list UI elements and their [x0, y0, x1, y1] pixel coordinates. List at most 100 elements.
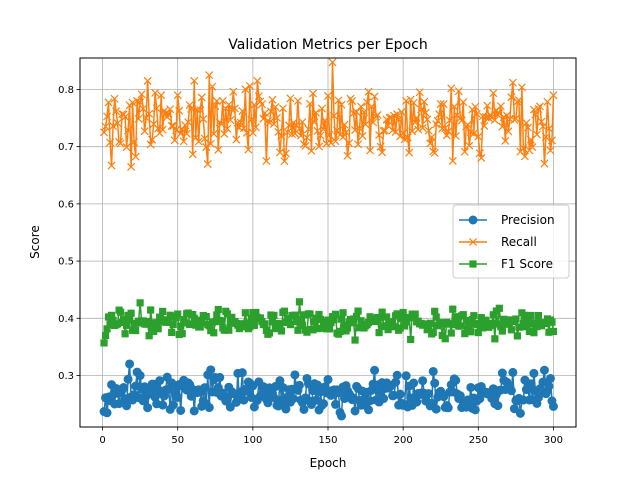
x-tick-label: 0 [99, 435, 105, 446]
recall-point [420, 97, 429, 106]
recall-point [251, 123, 260, 132]
recall-point [199, 114, 208, 124]
recall-point [537, 117, 546, 126]
recall-point [471, 102, 480, 111]
recall-point [124, 126, 133, 135]
recall-point [448, 156, 457, 166]
f1-score-point [100, 339, 108, 347]
precision-point [493, 401, 503, 411]
recall-point [170, 136, 179, 145]
x-tick-label: 200 [394, 435, 413, 446]
f1-score-point [156, 313, 164, 321]
recall-point [242, 128, 251, 137]
f1-score-point [426, 319, 434, 327]
f1-score-point [351, 336, 359, 344]
f1-score-point [159, 307, 167, 316]
recall-point [507, 93, 516, 102]
recall-point [436, 100, 445, 109]
f1-score-point [144, 318, 152, 326]
precision-point [431, 404, 441, 414]
recall-point [326, 138, 336, 147]
f1-score-point [178, 329, 186, 338]
recall-point [430, 148, 439, 157]
x-tick-label: 150 [318, 435, 337, 446]
f1-score-point [122, 321, 131, 329]
f1-score-point [474, 328, 482, 337]
f1-score-point [252, 308, 260, 317]
recall-point [247, 115, 256, 124]
recall-point [475, 149, 484, 158]
f1-score-point [213, 311, 221, 319]
f1-score-point [354, 307, 362, 315]
recall-point [405, 148, 414, 157]
precision-point [119, 383, 129, 393]
precision-point [222, 393, 232, 403]
recall-point [478, 112, 487, 121]
recall-point [435, 110, 444, 119]
recall-point [143, 76, 152, 85]
recall-point [332, 126, 342, 135]
f1-score-point [103, 325, 111, 333]
recall-point [131, 152, 140, 161]
legend: Precision Recall F1 Score [452, 204, 570, 279]
recall-point [229, 87, 238, 96]
y-tick-label: 0.4 [58, 314, 74, 325]
f1-score-point [228, 313, 236, 321]
recall-point [489, 89, 498, 98]
precision-point [430, 378, 440, 388]
f1-score-point [153, 319, 161, 327]
f1-score-point [498, 327, 506, 335]
recall-point [540, 159, 549, 168]
f1-score-point [126, 316, 134, 324]
recall-point [110, 94, 119, 103]
f1-score-point [166, 311, 174, 319]
recall-point [197, 93, 206, 102]
recall-point [244, 145, 253, 154]
recall-point [101, 122, 110, 131]
f1-score-point [453, 315, 461, 323]
recall-point [281, 149, 290, 158]
precision-point [263, 398, 273, 408]
recall-point [528, 143, 537, 152]
f1-score-point [525, 327, 534, 336]
precision-point [428, 366, 438, 376]
precision-point [206, 365, 216, 375]
f1-score-point [479, 324, 487, 332]
f1-score-point [330, 316, 338, 324]
f1-score-point [145, 332, 153, 340]
f1-score-point [456, 322, 464, 330]
recall-line [103, 62, 555, 167]
recall-point [146, 140, 155, 149]
recall-point [325, 130, 334, 139]
recall-point [314, 142, 324, 151]
recall-point [496, 102, 505, 111]
recall-point [483, 101, 492, 110]
recall-point [259, 114, 268, 123]
recall-point [520, 152, 529, 161]
f1-score-point [411, 310, 419, 318]
f1-score-point [530, 329, 538, 337]
recall-point [366, 146, 375, 155]
recall-point [403, 133, 412, 142]
recall-point [280, 157, 289, 166]
recall-point [302, 133, 311, 142]
recall-point [445, 116, 454, 125]
recall-point [531, 110, 540, 119]
recall-point [191, 133, 200, 142]
y-tick-label: 0.8 [58, 85, 74, 96]
f1-score-point [383, 313, 391, 321]
recall-point [447, 84, 456, 93]
recall-point [109, 122, 118, 131]
f1-score-point [534, 311, 543, 320]
f1-score-point [132, 326, 140, 335]
precision-point [508, 367, 518, 377]
recall-point [262, 156, 271, 166]
recall-point [196, 106, 205, 115]
y-tick-label: 0.6 [58, 199, 74, 210]
recall-point [369, 118, 378, 127]
f1-score-point [147, 306, 155, 314]
recall-point [320, 116, 330, 125]
recall-point [490, 116, 499, 125]
x-tick-label: 250 [469, 435, 488, 446]
recall-point [316, 131, 325, 140]
